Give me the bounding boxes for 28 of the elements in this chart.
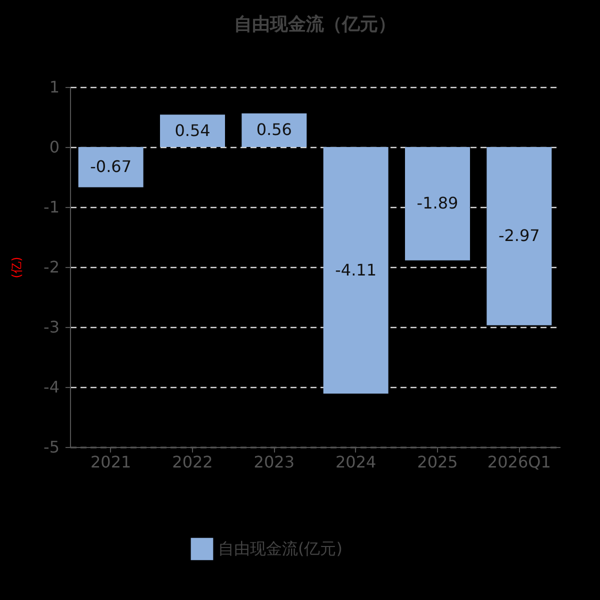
y-tick-label: -3 xyxy=(44,318,60,336)
y-tick-label: -4 xyxy=(44,378,60,396)
data-label: -0.67 xyxy=(90,157,132,176)
x-tick-label: 2021 xyxy=(90,452,132,472)
chart-title: 自由现金流（亿元） xyxy=(234,14,396,35)
bar xyxy=(242,113,307,147)
y-tick-label: -2 xyxy=(44,258,60,276)
data-label: -4.11 xyxy=(335,260,377,280)
x-tick-label: 2026Q1 xyxy=(487,452,551,472)
bar xyxy=(405,147,470,260)
y-tick-label: 1 xyxy=(49,78,60,96)
bar xyxy=(323,147,388,394)
y-tick-label: -1 xyxy=(44,198,60,216)
data-label: 0.54 xyxy=(174,120,210,140)
x-tick-label: 2023 xyxy=(254,452,295,472)
data-label: 0.56 xyxy=(256,120,292,140)
x-tick-label: 2022 xyxy=(172,452,213,472)
legend-label: 自由现金流(亿元) xyxy=(218,539,342,558)
bar xyxy=(78,147,144,188)
x-tick-label: 2024 xyxy=(335,452,376,472)
y-tick-label: -5 xyxy=(44,438,60,456)
data-label: -1.89 xyxy=(416,194,458,213)
data-label: -2.97 xyxy=(498,226,540,246)
bar xyxy=(486,147,552,326)
x-tick-label: 2025 xyxy=(417,452,458,472)
bar xyxy=(160,114,225,147)
y-axis-title: (亿) xyxy=(10,256,24,278)
y-tick-label: 0 xyxy=(49,138,60,156)
